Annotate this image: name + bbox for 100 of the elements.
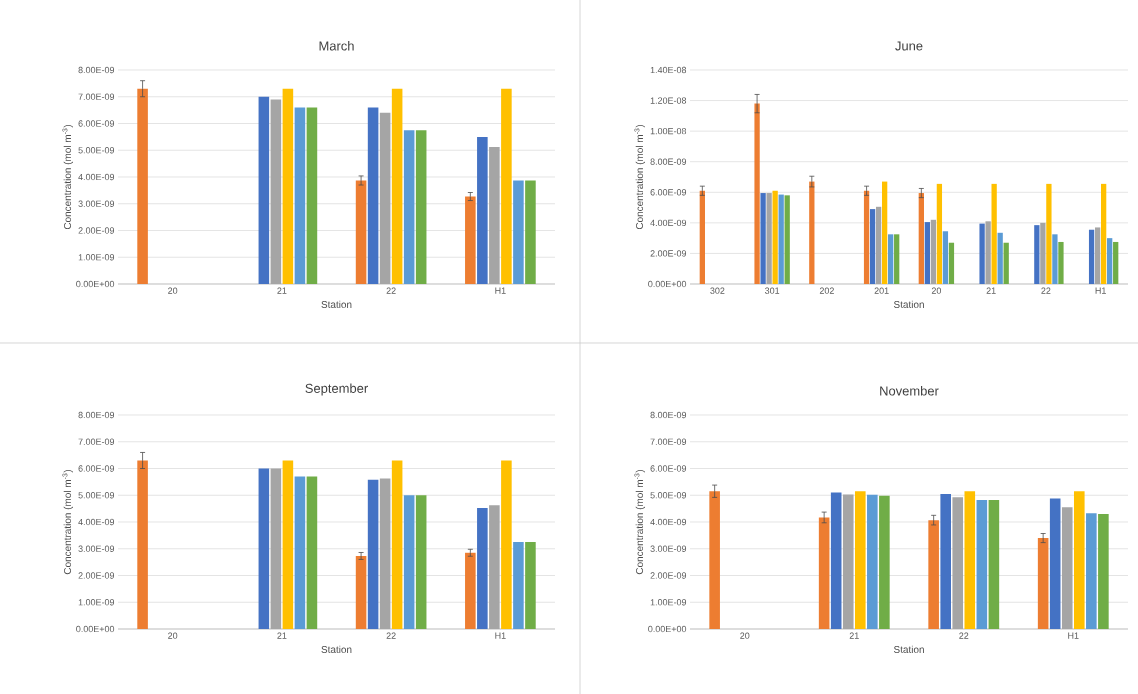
x-tick-label: 20 xyxy=(168,632,178,639)
bar xyxy=(258,96,270,284)
bar xyxy=(976,500,988,629)
bar xyxy=(1061,507,1073,629)
bar xyxy=(772,190,778,284)
x-tick-label: 22 xyxy=(386,287,396,294)
bar xyxy=(1107,238,1113,284)
y-tick-label: 6.00E-09 xyxy=(650,465,687,472)
bar xyxy=(881,181,888,284)
bar xyxy=(294,107,306,284)
y-tick-label: 7.00E-09 xyxy=(650,438,687,445)
bar xyxy=(809,181,815,284)
bar xyxy=(415,495,427,629)
bar xyxy=(928,520,939,629)
y-tick-label: 1.20E-08 xyxy=(650,97,687,104)
bar xyxy=(1037,538,1049,629)
x-axis-title: Station xyxy=(893,300,924,309)
x-tick-label: 21 xyxy=(849,632,859,639)
x-tick-label: 202 xyxy=(819,287,834,294)
bar xyxy=(355,555,367,629)
bar xyxy=(924,222,930,284)
bar xyxy=(942,231,949,284)
y-tick-label: 7.00E-09 xyxy=(78,93,115,100)
bar xyxy=(997,232,1003,284)
bar xyxy=(513,180,524,284)
bar xyxy=(258,468,270,629)
y-tick-label: 4.00E-09 xyxy=(78,173,115,181)
chart-title: March xyxy=(319,40,354,51)
y-tick-label: 2.00E-09 xyxy=(650,250,687,257)
y-tick-label: 0.00E+00 xyxy=(76,625,115,633)
bar xyxy=(875,206,882,284)
bar xyxy=(754,103,760,284)
y-tick-label: 8.00E-09 xyxy=(78,411,115,419)
y-tick-label: 2.00E-09 xyxy=(650,572,687,579)
y-tick-label: 1.00E-08 xyxy=(650,127,687,135)
y-tick-label: 3.00E-09 xyxy=(650,545,687,552)
x-axis-title: Station xyxy=(893,645,924,654)
bar xyxy=(367,107,379,284)
y-tick-label: 3.00E-09 xyxy=(78,545,115,552)
bar xyxy=(306,476,318,629)
x-tick-label: 20 xyxy=(931,287,942,294)
bar xyxy=(863,190,870,284)
bar xyxy=(489,147,500,284)
x-tick-label: 302 xyxy=(710,287,725,294)
bar xyxy=(979,223,985,284)
bar xyxy=(1049,498,1061,629)
y-tick-label: 7.00E-09 xyxy=(78,438,115,445)
y-tick-label: 6.00E-09 xyxy=(78,465,115,472)
y-tick-label: 4.00E-09 xyxy=(650,219,687,227)
x-tick-label: H1 xyxy=(495,632,506,639)
y-tick-label: 8.00E-09 xyxy=(650,158,687,165)
bar xyxy=(985,221,991,284)
bar xyxy=(784,195,790,284)
y-tick-label: 4.00E-09 xyxy=(78,518,115,526)
chart-title: June xyxy=(895,41,923,51)
bar xyxy=(830,492,842,629)
bar xyxy=(1086,513,1097,629)
x-tick-label: 20 xyxy=(740,632,750,639)
bar xyxy=(930,219,937,284)
bar xyxy=(991,183,997,284)
bar xyxy=(1100,183,1107,284)
bar xyxy=(842,494,854,629)
bar xyxy=(525,180,536,284)
y-tick-label: 5.00E-09 xyxy=(78,492,115,499)
bar xyxy=(940,493,951,629)
bar xyxy=(869,209,876,284)
x-tick-label: 22 xyxy=(959,632,969,639)
y-tick-label: 6.00E-09 xyxy=(650,189,687,196)
x-tick-label: 22 xyxy=(1041,287,1051,294)
bar xyxy=(513,542,524,629)
bar xyxy=(1098,513,1109,629)
x-tick-label: 20 xyxy=(168,287,178,294)
bar xyxy=(709,491,720,629)
bar xyxy=(888,234,894,284)
bar xyxy=(465,552,476,629)
bar xyxy=(854,491,866,629)
y-axis-title: Concentration (mol m$^{-3}$) xyxy=(634,469,646,575)
y-tick-label: 1.40E-08 xyxy=(650,66,687,74)
bar xyxy=(936,183,943,284)
bar xyxy=(1052,234,1058,284)
bar xyxy=(270,468,282,629)
bar xyxy=(1094,227,1101,284)
bar xyxy=(699,190,705,284)
x-tick-label: 21 xyxy=(277,632,287,639)
bar xyxy=(1034,225,1040,284)
bar xyxy=(367,479,379,629)
y-tick-label: 2.00E-09 xyxy=(78,227,115,234)
bar xyxy=(355,180,367,284)
bar xyxy=(1088,229,1095,284)
bar xyxy=(270,99,282,284)
bar xyxy=(294,476,306,629)
bar xyxy=(282,88,294,284)
bar xyxy=(879,495,890,629)
x-tick-label: 21 xyxy=(986,287,996,294)
x-tick-label: 201 xyxy=(874,287,889,294)
x-tick-label: H1 xyxy=(1068,632,1079,639)
y-tick-label: 6.00E-09 xyxy=(78,120,115,127)
bar xyxy=(988,500,1000,629)
y-tick-label: 3.00E-09 xyxy=(78,200,115,207)
bar xyxy=(501,460,512,629)
